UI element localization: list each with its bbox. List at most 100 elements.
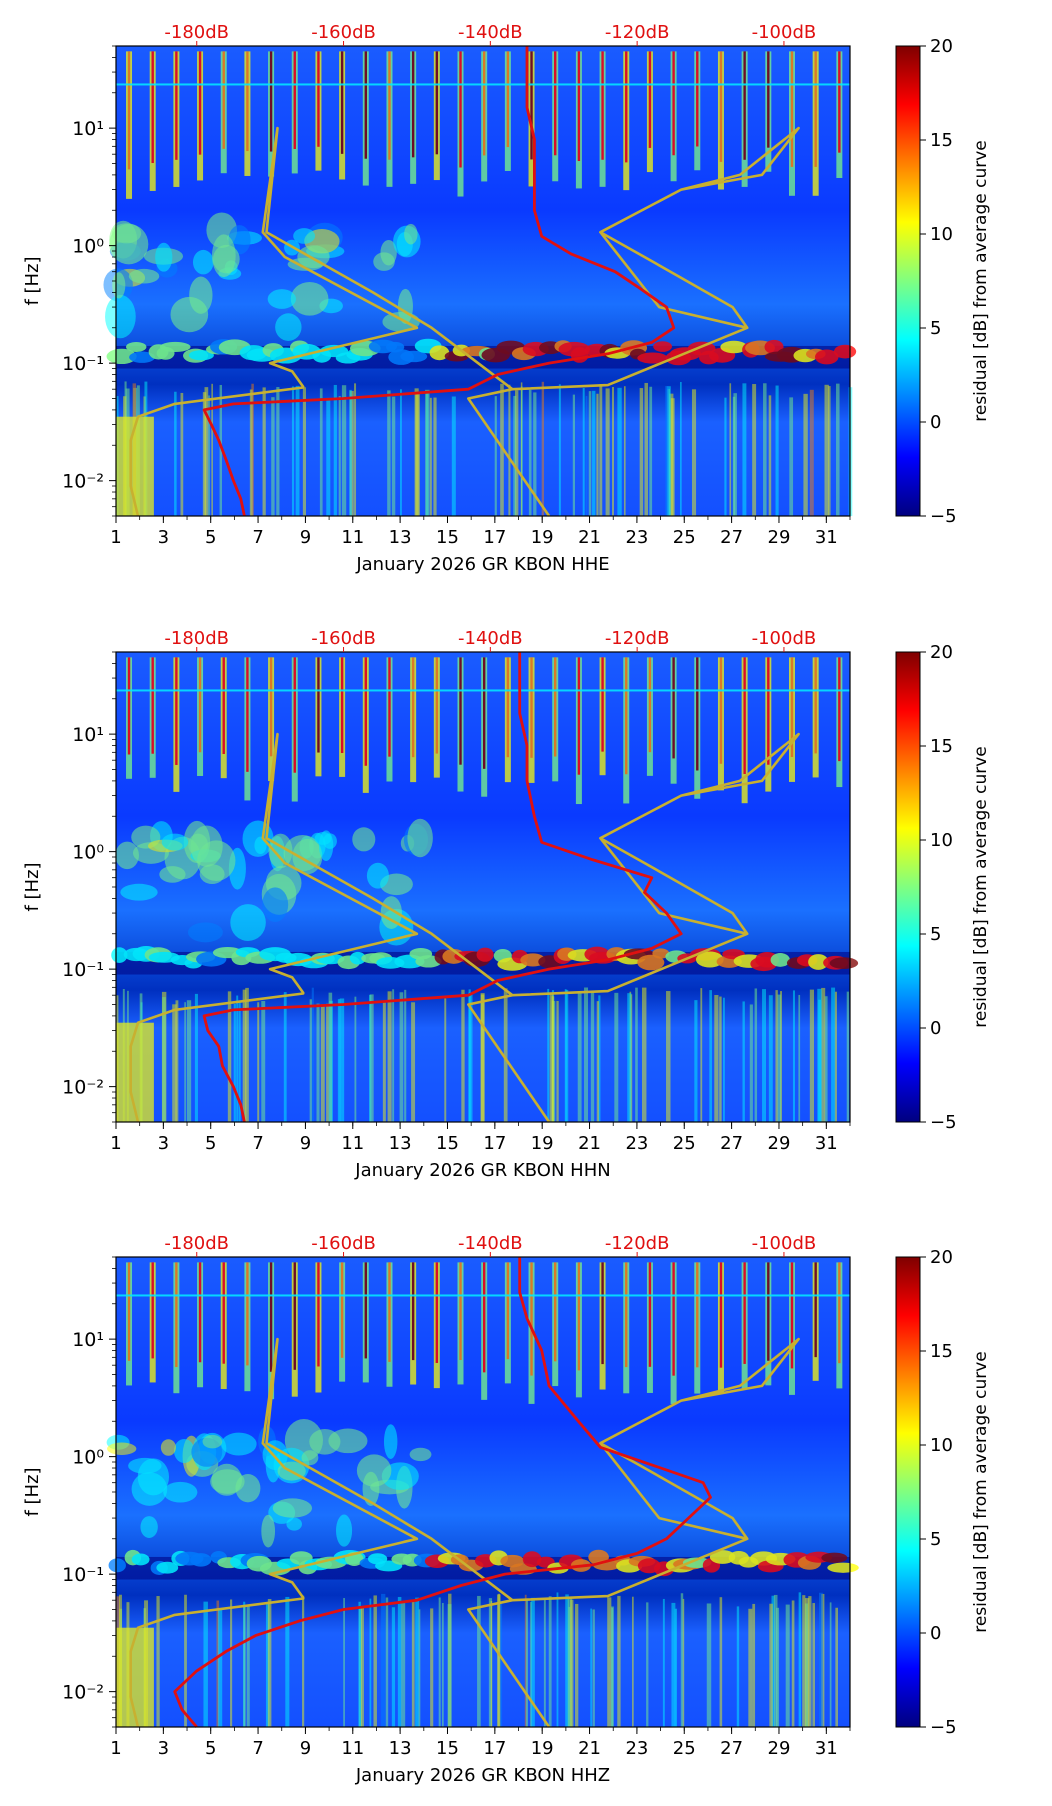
midband-patch — [272, 1498, 313, 1518]
x-tick-label: 21 — [578, 527, 601, 548]
lowfreq-striation — [570, 1599, 574, 1727]
lowfreq-striation — [524, 1594, 527, 1727]
streak-daily-core — [151, 1262, 154, 1359]
midband-patch — [409, 1447, 432, 1462]
lowfreq-striation — [792, 990, 795, 1122]
lowfreq-striation — [503, 988, 508, 1122]
lowfreq-striation — [302, 1595, 305, 1727]
x-tick-label: 13 — [389, 1738, 412, 1759]
lowfreq-striation — [186, 1000, 192, 1122]
lowfreq-striation — [498, 1593, 500, 1727]
streak-daily-core — [696, 657, 699, 771]
microseism-blob — [129, 351, 155, 363]
colorbar: 20 15 10 5 0 −5 residual [dB] from average cur… — [895, 642, 991, 1133]
streak-daily-core — [743, 1262, 746, 1364]
lowfreq-striation — [341, 385, 347, 516]
streak-daily-core — [838, 1262, 841, 1364]
streak-daily-core — [222, 1262, 225, 1364]
streak-daily-core — [767, 657, 770, 765]
lowfreq-striation — [262, 387, 266, 516]
lowfreq-striation — [385, 1597, 389, 1727]
narrowband-line — [116, 1294, 850, 1297]
colorbar-tick-label: 10 — [930, 224, 953, 245]
streak-daily-core — [317, 657, 320, 753]
lowfreq-striation — [719, 996, 722, 1122]
lowfreq-striation — [732, 396, 736, 516]
midband-patch — [254, 836, 267, 855]
lowfreq-striation — [671, 1602, 676, 1727]
colorbar-tick-label: 0 — [930, 412, 941, 433]
lowfreq-striation — [515, 390, 519, 516]
microseism-blob — [159, 341, 191, 352]
lowfreq-striation — [582, 388, 585, 516]
streak-daily-core — [601, 657, 604, 752]
colorbar-tick-label: 10 — [930, 1435, 953, 1456]
lowfreq-striation — [425, 392, 429, 516]
x-tick-label: 27 — [720, 527, 743, 548]
lowfreq-striation — [821, 987, 826, 1122]
streak-daily-core — [269, 51, 273, 152]
microseism-blob — [476, 947, 494, 962]
streak-daily-core — [790, 657, 794, 758]
streak-daily-core — [364, 657, 367, 766]
top-db-label: -160dB — [311, 628, 376, 649]
midband-patch — [192, 249, 214, 275]
x-tick-label: 11 — [341, 1738, 364, 1759]
midband-patch — [287, 257, 324, 271]
lowfreq-striation — [520, 386, 523, 516]
lowfreq-striation — [261, 1000, 266, 1122]
lowfreq-striation — [387, 991, 392, 1122]
midband-patch — [293, 228, 316, 244]
x-tick-label: 23 — [625, 1738, 648, 1759]
x-tick-label: 17 — [483, 527, 506, 548]
lowfreq-striation — [161, 991, 167, 1122]
streak-daily-core — [246, 51, 249, 152]
y-tick-label: 10⁻¹ — [62, 353, 104, 375]
x-tick-label: 3 — [158, 527, 169, 548]
streak-daily-core — [175, 1262, 178, 1368]
colorbar-tick-label: 5 — [930, 924, 941, 945]
colorbar-tick-label: −5 — [930, 1717, 957, 1738]
lowfreq-striation — [805, 1603, 809, 1727]
top-db-label: -140dB — [458, 628, 523, 649]
heatmap-texture — [111, 657, 859, 1122]
midband-patch — [155, 242, 173, 272]
streak-daily-core — [364, 51, 367, 159]
lowfreq-striation — [295, 385, 300, 516]
midband-patch — [286, 1517, 302, 1531]
lowfreq-striation — [309, 999, 312, 1122]
lowfreq-striation — [271, 397, 275, 516]
x-tick-label: 5 — [205, 1738, 216, 1759]
streak-daily-core — [151, 51, 154, 164]
lowfreq-striation — [216, 1600, 220, 1727]
lowfreq-striation — [488, 1598, 493, 1727]
lowfreq-striation — [267, 1599, 272, 1727]
lowfreq-striation — [607, 1597, 612, 1727]
microseism-blob — [131, 1553, 150, 1566]
y-axis-label: f [Hz] — [22, 256, 43, 305]
colorbar-tick-label: 10 — [930, 830, 953, 851]
midband-patch — [373, 252, 395, 271]
colorbar-tick-label: −5 — [930, 1112, 957, 1133]
lowfreq-striation — [611, 1607, 614, 1727]
lowfreq-striation — [773, 1594, 778, 1727]
x-tick-label: 15 — [436, 1738, 459, 1759]
lowfreq-striation — [817, 988, 822, 1122]
lowfreq-striation — [430, 1608, 434, 1727]
microseism-blob — [111, 947, 128, 963]
microseism-blob — [522, 1551, 542, 1568]
lowfreq-striation — [639, 388, 644, 516]
lowfreq-striation — [564, 989, 567, 1122]
lowfreq-striation — [804, 1598, 810, 1727]
microseism-blob — [764, 339, 784, 355]
lowfreq-striation — [669, 393, 674, 516]
lowfreq-striation — [821, 1593, 825, 1727]
lowfreq-striation — [551, 1001, 556, 1122]
lowfreq-striation — [490, 1601, 493, 1727]
lowfreq-striation — [754, 988, 758, 1122]
lowfreq-striation — [230, 1599, 233, 1727]
midband-patch — [170, 296, 209, 333]
streak-daily-core — [790, 1262, 794, 1369]
